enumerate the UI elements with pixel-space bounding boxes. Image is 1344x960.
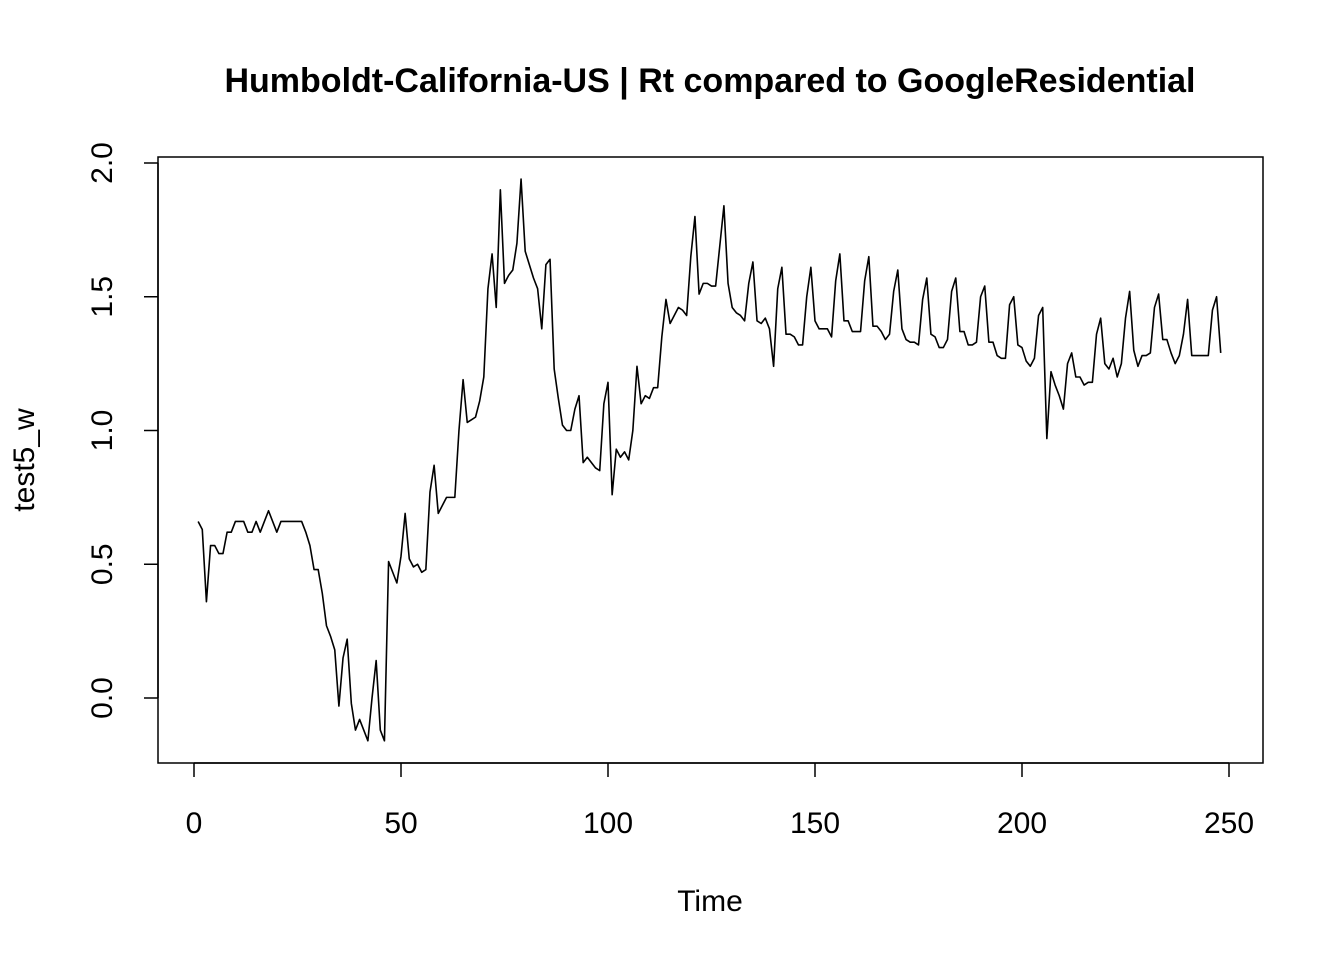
x-tick-label: 250 [1204, 807, 1254, 840]
x-tick-label: 100 [583, 807, 633, 840]
y-axis-label: test5_w [8, 408, 41, 512]
chart-title: Humboldt-California-US | Rt compared to … [224, 62, 1195, 100]
series-line [197, 178, 1222, 742]
plot-frame [157, 156, 1264, 764]
y-tick-label: 0.5 [86, 543, 119, 585]
y-tick-label: 2.0 [86, 142, 119, 184]
x-tick-label: 50 [384, 807, 417, 840]
x-tick-label: 0 [186, 807, 203, 840]
y-tick-label: 1.5 [86, 276, 119, 318]
x-axis: 0 50 100 150 200 250 [186, 762, 1254, 840]
y-tick-label: 0.0 [86, 677, 119, 719]
y-tick-label: 1.0 [86, 410, 119, 452]
y-axis: 0.0 0.5 1.0 1.5 2.0 [86, 142, 159, 719]
series-layer [197, 178, 1222, 742]
x-axis-label: Time [677, 885, 743, 918]
x-tick-label: 150 [790, 807, 840, 840]
x-tick-label: 200 [997, 807, 1047, 840]
